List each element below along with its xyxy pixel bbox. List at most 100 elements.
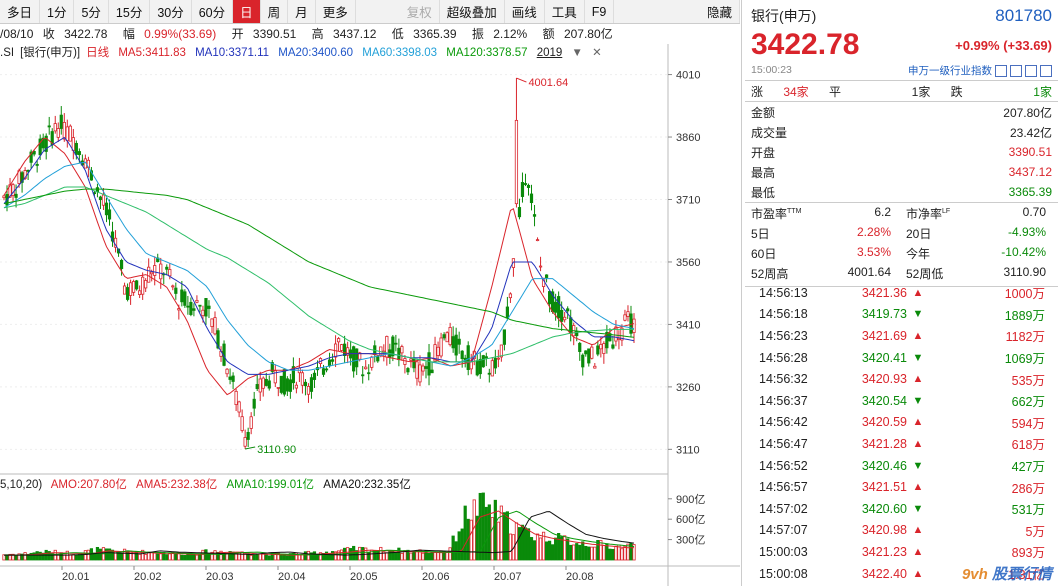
volume-bar bbox=[23, 552, 27, 561]
volume-bar bbox=[165, 554, 169, 561]
kline-chart[interactable]: 4010 3860 3710 3560 3410 3260 3110 900亿 600亿 300亿… bbox=[0, 0, 740, 586]
candle-body bbox=[225, 368, 229, 375]
toolbar-item-10[interactable]: 复权 bbox=[400, 0, 440, 23]
tick-time: 14:56:18 bbox=[759, 307, 808, 322]
info-open: 3390.51 bbox=[252, 27, 297, 41]
arrow-up-icon: ▲ bbox=[912, 567, 924, 580]
valuation-value: 3.53% bbox=[856, 244, 891, 259]
tag-icon[interactable] bbox=[1010, 64, 1022, 77]
toolbar-item-4[interactable]: 30分 bbox=[150, 0, 192, 23]
candle-body bbox=[77, 151, 81, 156]
volume-bar bbox=[566, 538, 570, 561]
toolbar-item-2[interactable]: 5分 bbox=[74, 0, 109, 23]
candle-body bbox=[14, 193, 18, 198]
candle-body bbox=[547, 291, 552, 305]
stat-value: 23.42亿 bbox=[1009, 125, 1052, 140]
y-tick-label: 3860 bbox=[676, 132, 700, 144]
candle-body bbox=[457, 338, 461, 345]
volume-bar bbox=[575, 543, 579, 561]
index-type-link[interactable]: 申万一级行业指数 bbox=[908, 64, 992, 77]
candle-body bbox=[240, 416, 244, 431]
vol-tick-label: 600亿 bbox=[676, 513, 705, 526]
annotation-leader bbox=[516, 77, 527, 83]
volume-bar bbox=[367, 552, 371, 561]
x-tick-label: 20.06 bbox=[422, 571, 450, 583]
toolbar-item-13[interactable]: 工具 bbox=[545, 0, 585, 23]
toolbar-item-6[interactable]: 日 bbox=[233, 0, 261, 23]
volume-bar bbox=[427, 552, 431, 561]
tick-price: 3421.69 bbox=[861, 328, 907, 343]
tick-price: 3421.51 bbox=[861, 480, 907, 495]
edit-icon[interactable] bbox=[995, 64, 1007, 77]
ma-range-selector[interactable]: 2019 bbox=[536, 47, 563, 59]
candle-body bbox=[496, 357, 500, 360]
dropdown-icon[interactable]: ▼ bbox=[571, 47, 583, 59]
candle-body bbox=[264, 378, 268, 386]
volume-bar bbox=[35, 551, 39, 561]
ma-line-ma20 bbox=[3, 161, 635, 371]
toolbar-item-8[interactable]: 月 bbox=[288, 0, 316, 23]
candle-body bbox=[231, 375, 235, 382]
tick-row: 14:57:02 3420.60 ▼ 531万 bbox=[745, 498, 1058, 520]
info-date: /08/10 bbox=[0, 27, 34, 41]
toolbar-item-7[interactable]: 周 bbox=[261, 0, 289, 23]
candle-body bbox=[132, 281, 136, 293]
toolbar-item-9[interactable]: 更多 bbox=[316, 0, 356, 23]
candle-body bbox=[433, 344, 437, 362]
volume-bar bbox=[481, 492, 485, 561]
toolbar-item-15[interactable]: 隐藏 bbox=[700, 0, 740, 23]
alert-icon[interactable] bbox=[1025, 64, 1037, 77]
candle-body bbox=[129, 282, 133, 296]
toolbar-item-0[interactable]: 多日 bbox=[0, 0, 41, 23]
toolbar-item-11[interactable]: 超级叠加 bbox=[440, 0, 505, 23]
annotation-label: 3110.90 bbox=[257, 444, 296, 456]
candle-body bbox=[213, 317, 217, 335]
valuation-row: 市盈率TTM 6.2 市净率LF 0.70 bbox=[745, 203, 1058, 223]
candle-body bbox=[291, 366, 295, 384]
candle-body bbox=[490, 360, 494, 377]
volume-bar bbox=[532, 540, 537, 561]
candle-body bbox=[439, 337, 443, 357]
candle-body bbox=[207, 305, 211, 309]
tick-price: 3420.46 bbox=[861, 458, 907, 473]
candle-body bbox=[171, 285, 175, 288]
volume-bar bbox=[560, 536, 564, 561]
candle-body bbox=[59, 114, 63, 129]
candle-body bbox=[400, 346, 404, 354]
volume-bar bbox=[249, 554, 253, 561]
toolbar-item-5[interactable]: 60分 bbox=[192, 0, 234, 23]
tick-time: 14:57:02 bbox=[759, 501, 808, 516]
valuation-label: 5日 bbox=[751, 226, 770, 241]
valuation-label: 市盈率TTM bbox=[751, 206, 802, 221]
quote-time: 15:00:23 bbox=[751, 64, 792, 76]
volume-bar bbox=[150, 552, 154, 561]
toolbar-item-3[interactable]: 15分 bbox=[109, 0, 151, 23]
toolbar-item-1[interactable]: 1分 bbox=[40, 0, 75, 23]
volume-bar bbox=[219, 550, 223, 561]
volume-bar bbox=[156, 553, 160, 561]
add-icon[interactable] bbox=[1040, 64, 1052, 77]
tick-row: 14:56:42 3420.59 ▲ 594万 bbox=[745, 412, 1058, 434]
toolbar-item-12[interactable]: 画线 bbox=[505, 0, 545, 23]
tick-list[interactable]: 14:56:13 3421.36 ▲ 1000万 14:56:18 3419.73 ▼ 188… bbox=[745, 282, 1058, 584]
tick-price: 3421.36 bbox=[861, 285, 907, 300]
candle-body bbox=[475, 360, 479, 376]
candle-body bbox=[466, 345, 470, 370]
candle-body bbox=[138, 290, 142, 295]
volume-bar bbox=[41, 552, 45, 561]
candle-body bbox=[508, 293, 513, 299]
candle-body bbox=[192, 308, 196, 311]
close-icon[interactable]: ✕ bbox=[592, 47, 602, 59]
candle-body bbox=[605, 331, 609, 349]
candle-body bbox=[2, 195, 6, 199]
volume-bar bbox=[204, 549, 208, 561]
ma20-label: MA20:3400.60 bbox=[278, 47, 354, 59]
toolbar-item-14[interactable]: F9 bbox=[585, 0, 615, 23]
volume-bar bbox=[602, 545, 606, 561]
volume-bar bbox=[297, 554, 302, 561]
volume-bar bbox=[442, 551, 446, 561]
candle-body bbox=[198, 304, 202, 307]
stat-value: 207.80亿 bbox=[1003, 105, 1052, 120]
volume-bar bbox=[255, 554, 259, 561]
tick-volume: 1.31亿 bbox=[1008, 568, 1045, 583]
